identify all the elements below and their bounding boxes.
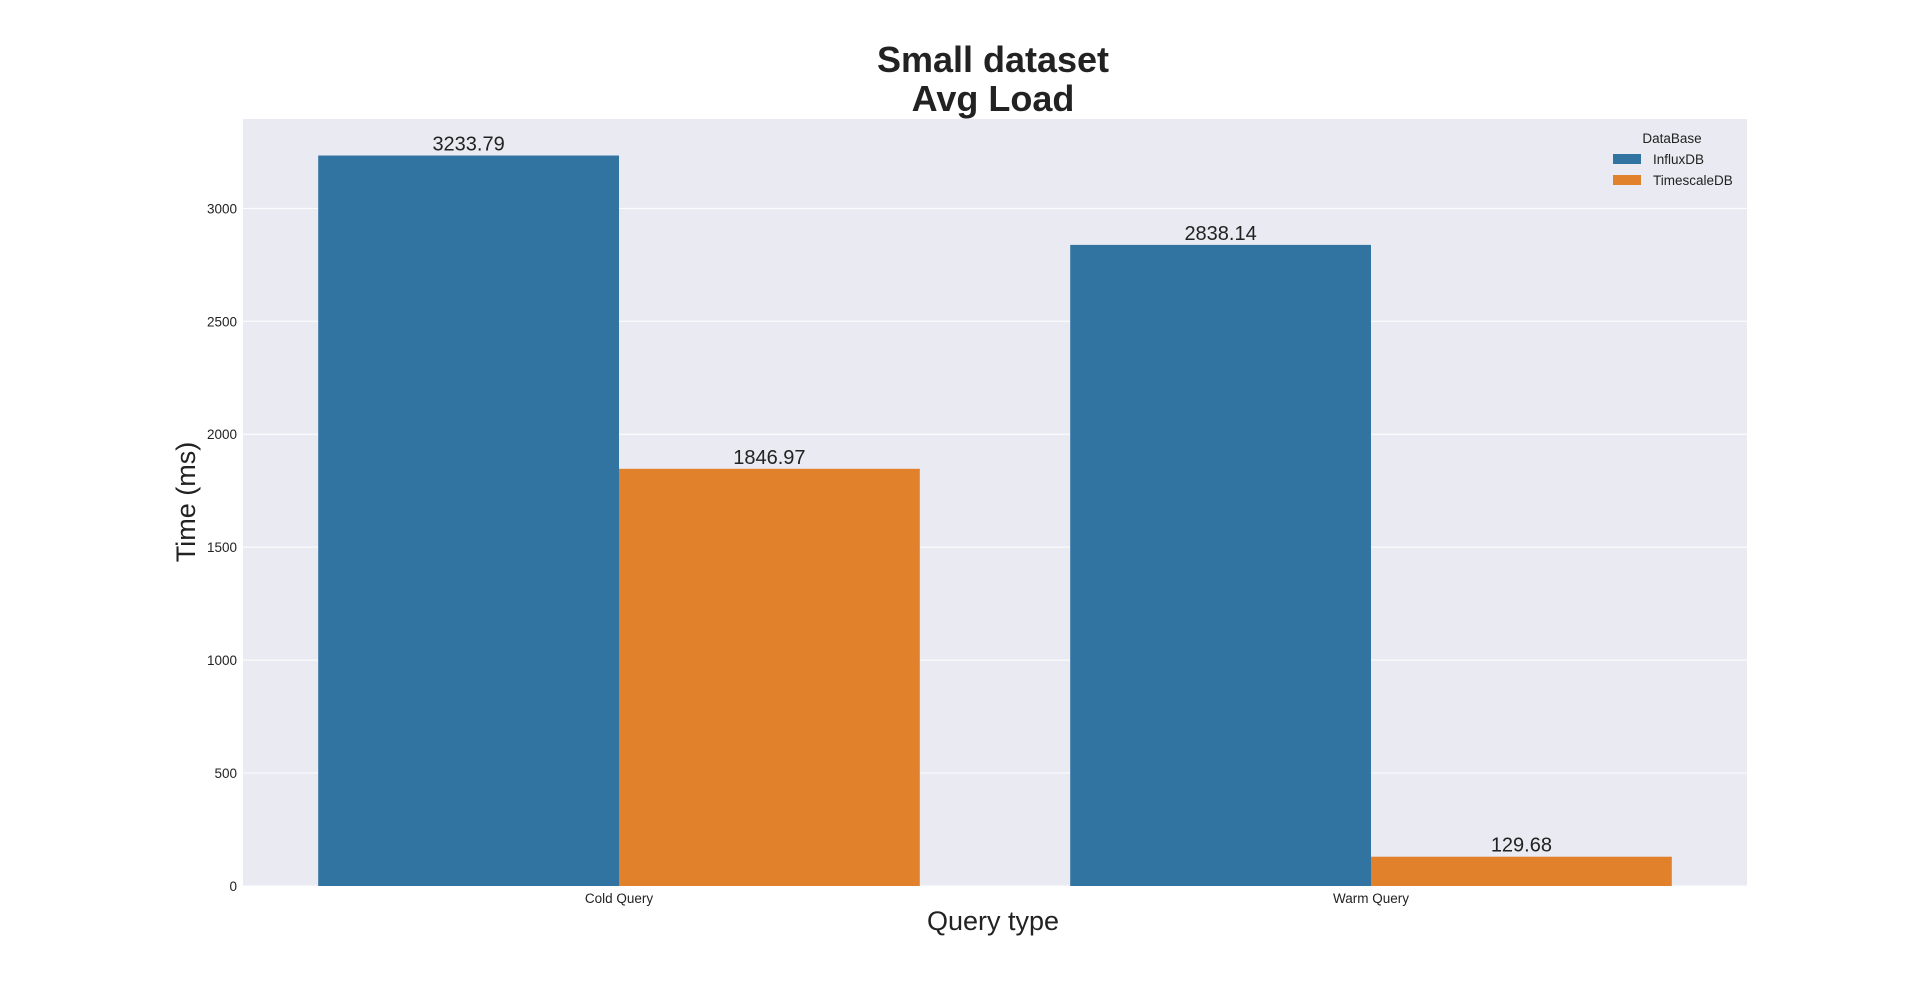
legend-label: InfluxDB — [1653, 152, 1704, 167]
y-tick-label: 1000 — [207, 653, 237, 668]
y-tick-label: 2500 — [207, 314, 237, 329]
bar — [318, 155, 619, 886]
chart-title-line-1: Small dataset — [877, 39, 1109, 80]
legend-label: TimescaleDB — [1653, 173, 1733, 188]
y-tick-label: 0 — [229, 879, 237, 894]
data-label: 1846.97 — [733, 447, 805, 469]
bar — [619, 468, 920, 886]
bar — [1371, 856, 1672, 886]
data-label: 2838.14 — [1184, 223, 1256, 245]
legend-swatch — [1613, 175, 1641, 185]
chart-title-line-2: Avg Load — [912, 78, 1075, 119]
data-labels: 3233.79 1846.97 2838.14 129.68 — [432, 134, 1552, 857]
y-tick-label: 1500 — [207, 540, 237, 555]
bar — [1070, 244, 1371, 886]
legend-swatch — [1613, 154, 1641, 164]
x-tick-label: Cold Query — [585, 891, 654, 906]
data-label: 3233.79 — [432, 134, 504, 156]
y-axis-ticks: 0 500 1000 1500 2000 2500 3000 — [207, 201, 237, 894]
y-tick-label: 2000 — [207, 427, 237, 442]
y-tick-label: 500 — [214, 766, 237, 781]
x-axis-ticks: Cold Query Warm Query — [585, 891, 1409, 906]
legend-title: DataBase — [1642, 131, 1701, 146]
data-label: 129.68 — [1491, 835, 1552, 857]
x-axis-label: Query type — [927, 906, 1059, 936]
y-tick-label: 3000 — [207, 201, 237, 216]
y-axis-label: Time (ms) — [171, 442, 201, 562]
bars — [318, 155, 1672, 886]
legend: DataBase InfluxDB TimescaleDB — [1613, 131, 1733, 188]
x-tick-label: Warm Query — [1333, 891, 1409, 906]
